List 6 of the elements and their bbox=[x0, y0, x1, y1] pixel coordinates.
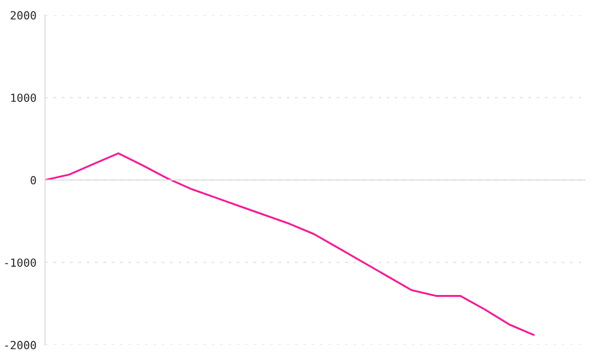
y-tick-label: 0 bbox=[30, 176, 36, 184]
y-tick-label: 1000 bbox=[11, 94, 36, 102]
y-tick-label: -1000 bbox=[5, 258, 36, 267]
y-tick-label: -2000 bbox=[5, 340, 36, 350]
line-series bbox=[45, 152, 535, 336]
y-tick-label: 2000 bbox=[10, 11, 36, 20]
